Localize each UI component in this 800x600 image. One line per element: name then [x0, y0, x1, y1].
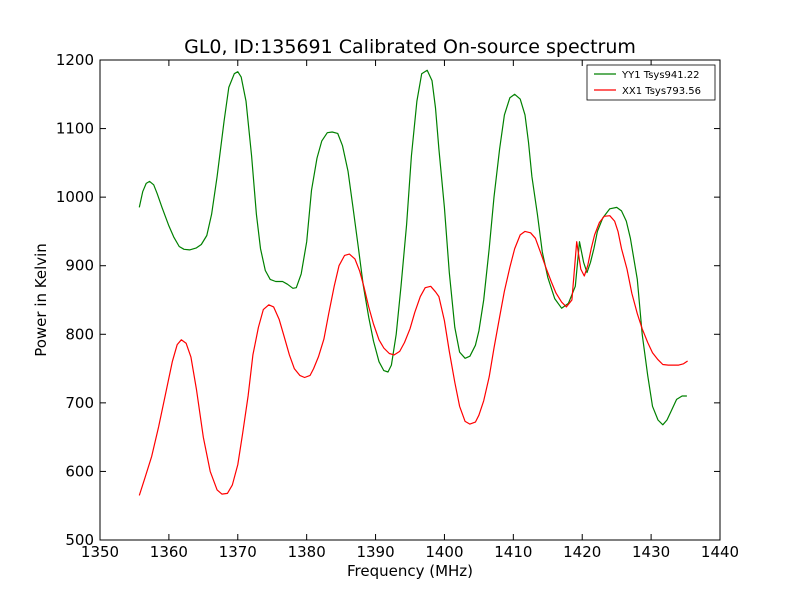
y-tick-label: 500	[65, 531, 94, 549]
x-axis-label: Frequency (MHz)	[347, 562, 473, 580]
x-tick-label: 1350	[81, 543, 119, 561]
x-tick-label: 1360	[150, 543, 188, 561]
x-tick-label: 1370	[219, 543, 257, 561]
y-tick-label: 800	[65, 325, 94, 343]
y-ticks: 500 600 700 800 900 1000 1100 1200	[56, 51, 720, 549]
x-tick-label: 1440	[701, 543, 739, 561]
y-tick-label: 1000	[56, 188, 94, 206]
legend-label-yy1: YY1 Tsys941.22	[621, 70, 700, 81]
series-line-yy1	[138, 69, 687, 426]
x-ticks: 1350 1360 1370 1380 1390 1400 1410 1420 1430 1440	[81, 60, 739, 561]
y-tick-label: 1100	[56, 120, 94, 138]
x-tick-label: 1380	[288, 543, 326, 561]
x-tick-label: 1420	[563, 543, 601, 561]
y-tick-label: 600	[65, 462, 94, 480]
chart-title: GL0, ID:135691 Calibrated On-source spec…	[184, 36, 636, 58]
x-tick-label: 1390	[356, 543, 394, 561]
x-tick-label: 1430	[632, 543, 670, 561]
y-tick-label: 1200	[56, 51, 94, 69]
series-line-xx1	[138, 215, 688, 496]
series-lines	[138, 69, 688, 496]
legend: YY1 Tsys941.22 XX1 Tsys793.56	[586, 64, 716, 101]
plot-area	[100, 60, 720, 540]
plot-frame	[99, 59, 721, 541]
y-axis-label: Power in Kelvin	[32, 243, 50, 357]
legend-label-xx1: XX1 Tsys793.56	[622, 86, 701, 97]
y-tick-label: 900	[65, 257, 94, 275]
x-tick-label: 1400	[425, 543, 463, 561]
x-tick-label: 1410	[494, 543, 532, 561]
y-tick-label: 700	[65, 394, 94, 412]
legend-box	[586, 64, 716, 101]
